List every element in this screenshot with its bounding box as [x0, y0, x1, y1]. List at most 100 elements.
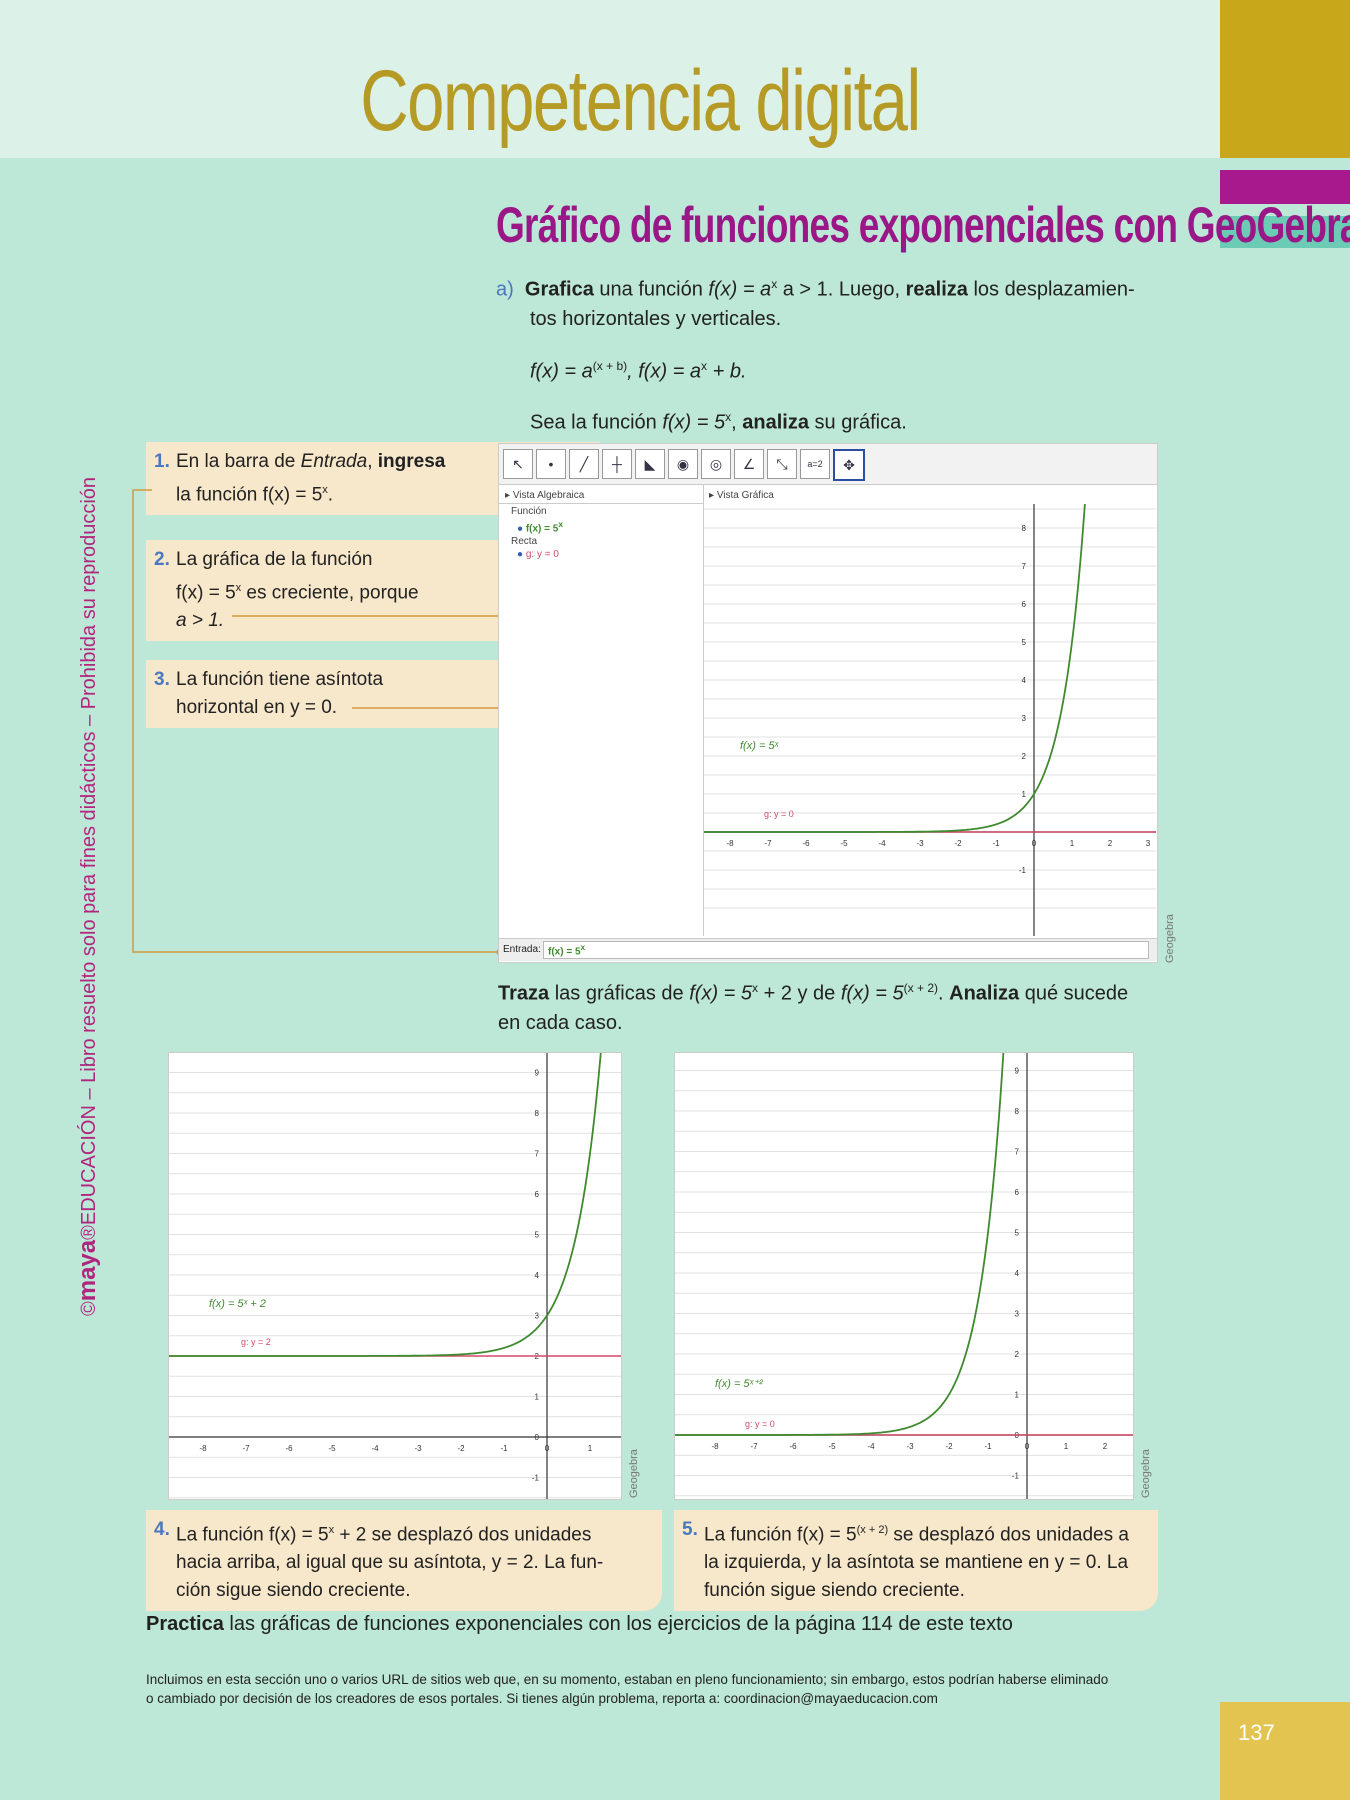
asymptote-label: g: y = 2	[241, 1337, 271, 1347]
x-tick-label: -6	[789, 1442, 797, 1451]
x-tick-label: -2	[954, 839, 962, 848]
formula: f(x) = 5	[689, 982, 753, 1005]
text: .	[938, 982, 950, 1005]
sup: x	[752, 981, 759, 995]
y-tick-label: 8	[535, 1109, 540, 1118]
function-label: f(x) = 5ˣ	[740, 740, 780, 752]
x-tick-label: -1	[992, 839, 1000, 848]
graph-shift-up: -8-7-6-5-4-3-2-1019876543210-1f(x) = 5ˣ …	[168, 1038, 622, 1519]
practica-line: Practica las gráficas de funciones expon…	[146, 1610, 1013, 1639]
geogebra-graph[interactable]: -8 -7 -6 -5 -4 -3 -2 -1 0 1 2 3 8 7 6 5 4 3 2 1 -1 f(x) = 5ˣ g…	[704, 504, 1156, 936]
text: La función f(x) = 5	[176, 1524, 329, 1546]
x-tick-label: 2	[1108, 839, 1113, 848]
sup: (x + 2)	[903, 981, 939, 995]
text: hacia arriba, al igual que su asíntota, …	[176, 1552, 604, 1574]
text: las gráficas de	[549, 982, 690, 1005]
text: ,	[367, 451, 378, 472]
image-credit: Geogebra	[1164, 914, 1176, 963]
x-tick-label: -8	[199, 1444, 207, 1453]
input-field[interactable]: f(x) = 5x	[543, 941, 1149, 959]
circle3-tool-icon[interactable]: ◎	[701, 449, 731, 479]
text: las gráficas de funciones exponenciales …	[223, 1613, 1013, 1635]
input-value: f(x) = 5	[548, 946, 581, 958]
text: es creciente, porque	[241, 582, 419, 604]
x-tick-label: -4	[878, 839, 886, 848]
sup: x	[558, 519, 563, 529]
y-tick-label: 1	[535, 1393, 540, 1402]
x-tick-label: -5	[328, 1444, 336, 1453]
y-tick-label: 7	[1022, 562, 1027, 571]
algebra-line[interactable]: g: y = 0	[525, 549, 559, 561]
formula: + b.	[707, 360, 747, 383]
graph-shift-up-plot[interactable]: -8-7-6-5-4-3-2-1019876543210-1f(x) = 5ˣ …	[169, 1038, 621, 1519]
line-tool-icon[interactable]: ╱	[569, 449, 599, 479]
visibility-dot-icon[interactable]: ●	[517, 523, 524, 535]
leader-line-1	[132, 489, 500, 953]
bold-analiza: analiza	[742, 411, 809, 434]
sup: x	[328, 1524, 335, 1536]
recta-label: Recta	[511, 536, 538, 548]
callout-5: 5. La función f(x) = 5(x + 2) se desplaz…	[674, 1510, 1158, 1612]
y-tick-label: -1	[532, 1474, 540, 1483]
x-tick-label: -2	[945, 1442, 953, 1451]
text: La función f(x) = 5	[704, 1524, 857, 1546]
y-tick-label: 2	[1015, 1350, 1020, 1359]
y-tick-label: 6	[1015, 1188, 1020, 1197]
text: + 2 se desplazó dos unidades	[334, 1524, 592, 1546]
text: ción sigue siendo creciente.	[176, 1580, 411, 1602]
formula: f(x) = 5	[662, 411, 726, 434]
x-tick-label: -7	[764, 839, 772, 848]
text: una función	[593, 278, 709, 301]
bold-realiza: realiza	[905, 278, 968, 301]
polygon-tool-icon[interactable]: ◣	[635, 449, 665, 479]
perpendicular-tool-icon[interactable]: ┼	[602, 449, 632, 479]
slider-tool-icon[interactable]: a=2	[800, 449, 830, 479]
y-tick-label: 2	[1022, 752, 1027, 761]
analyze-line: Sea la función f(x) = 5x, analiza su grá…	[530, 403, 907, 438]
circle-tool-icon[interactable]: ◉	[668, 449, 698, 479]
y-tick-label: 4	[535, 1271, 540, 1280]
funcion-label: Función	[511, 506, 547, 517]
text: En la barra de	[176, 451, 301, 472]
bold-practica: Practica	[146, 1613, 224, 1635]
x-tick-label: -6	[285, 1444, 293, 1453]
sup: x	[322, 484, 328, 496]
bold-analiza: Analiza	[949, 982, 1020, 1005]
text: se desplazó dos unidades a	[888, 1524, 1129, 1546]
text: la función f(x) = 5	[176, 484, 323, 506]
text: La gráfica de la función	[176, 549, 373, 570]
y-tick-label: 3	[535, 1312, 540, 1321]
y-tick-label: 7	[535, 1150, 540, 1159]
gold-tab	[1220, 0, 1350, 158]
y-tick-label: 4	[1022, 676, 1027, 685]
sup: x	[235, 582, 242, 594]
exponential-curve	[675, 1043, 1005, 1436]
x-tick-label: -3	[916, 839, 924, 848]
x-tick-label: -7	[242, 1444, 250, 1453]
point-tool-icon[interactable]: •	[536, 449, 566, 479]
y-tick-label: 6	[535, 1190, 540, 1199]
move-tool-icon[interactable]: ↖	[503, 449, 533, 479]
reflect-tool-icon[interactable]: ⤡	[767, 449, 797, 479]
visibility-dot-icon[interactable]: ●	[517, 549, 524, 561]
callout-number: 1.	[154, 451, 170, 472]
x-tick-label: -3	[414, 1444, 422, 1453]
bold-grafica: Grafica	[524, 278, 594, 301]
input-bar: Entrada: f(x) = 5x	[499, 938, 1157, 961]
text: horizontal en y = 0.	[176, 697, 338, 718]
text: función sigue siendo creciente.	[704, 1580, 965, 1602]
x-tick-label: 1	[588, 1444, 593, 1453]
text: a > 1.	[176, 610, 225, 632]
exponential-curve	[169, 1038, 603, 1357]
x-tick-label: -5	[840, 839, 848, 848]
x-tick-label: -6	[802, 839, 810, 848]
angle-tool-icon[interactable]: ∠	[734, 449, 764, 479]
x-tick-label: -8	[711, 1442, 719, 1451]
move-view-tool-icon[interactable]: ✥	[833, 449, 865, 481]
geogebra-window: ↖ • ╱ ┼ ◣ ◉ ◎ ∠ ⤡ a=2 ✥ ▸ Vista Algebraica Función…	[498, 443, 1158, 963]
algebra-function[interactable]: f(x) = 5	[525, 523, 559, 535]
graph-shift-left-plot[interactable]: -8-7-6-5-4-3-2-10129876543210-1f(x) = 5ˣ…	[675, 1043, 1133, 1517]
x-tick-label: -2	[457, 1444, 465, 1453]
x-tick-label: -1	[984, 1442, 992, 1451]
x-tick-label: -1	[500, 1444, 508, 1453]
